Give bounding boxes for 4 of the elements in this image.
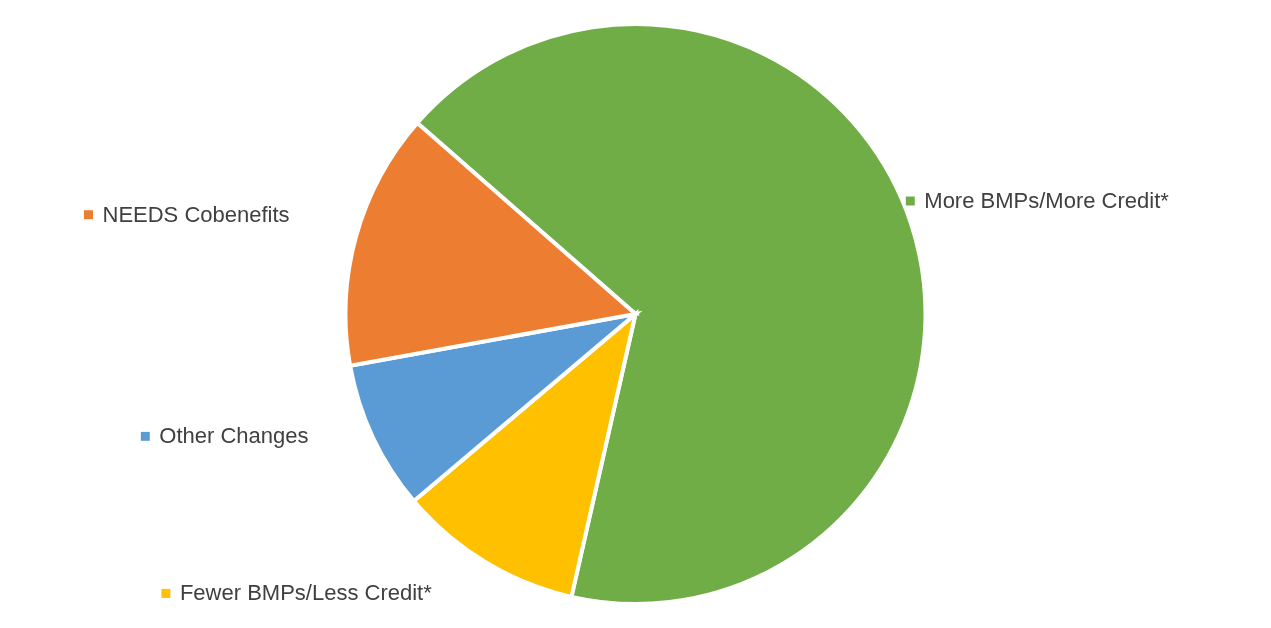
legend-label: NEEDS Cobenefits — [102, 201, 290, 227]
legend-label: Fewer BMPs/Less Credit* — [179, 580, 433, 606]
legend-label: More BMPs/More Credit* — [924, 188, 1170, 214]
legend-label: Other Changes — [159, 423, 309, 449]
